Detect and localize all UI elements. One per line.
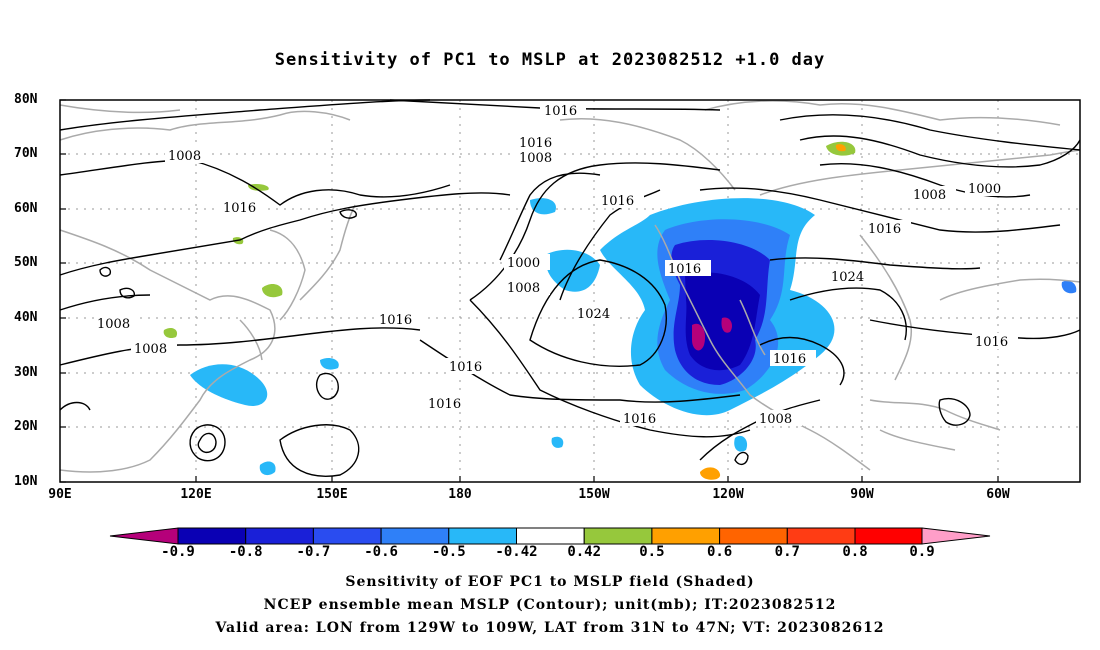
colorbar-swatch bbox=[854, 527, 923, 545]
contour-label: 1016 bbox=[223, 201, 256, 216]
contour-label: 1016 bbox=[601, 194, 634, 209]
contour-label: 1008 bbox=[134, 342, 167, 357]
colorbar-label: -0.42 bbox=[495, 544, 538, 560]
colorbar-swatch bbox=[245, 527, 314, 545]
contour-label: 1000 bbox=[507, 256, 540, 271]
colorbar bbox=[109, 527, 991, 545]
contour-label: 1008 bbox=[507, 281, 540, 296]
contour-label: 1016 bbox=[975, 335, 1008, 350]
contour-label: 1016 bbox=[544, 104, 577, 119]
contour-label: 1024 bbox=[831, 270, 864, 285]
lon-label: 120E bbox=[180, 487, 212, 502]
contour-label: 1024 bbox=[577, 307, 610, 322]
lat-label: 80N bbox=[14, 92, 38, 107]
lat-label: 30N bbox=[14, 365, 38, 380]
lon-label: 90W bbox=[850, 487, 874, 502]
lat-label: 20N bbox=[14, 419, 38, 434]
contour-label: 1016 bbox=[773, 352, 806, 367]
colorbar-label: 0.6 bbox=[706, 544, 733, 560]
contour-label: 1016 bbox=[868, 222, 901, 237]
colorbar-label: 0.8 bbox=[842, 544, 868, 560]
colorbar-swatch bbox=[651, 527, 721, 545]
colorbar-label: -0.6 bbox=[364, 544, 398, 560]
colorbar-lower-triangle bbox=[109, 527, 179, 545]
lat-label: 10N bbox=[14, 474, 38, 489]
contour-label: 1016 bbox=[428, 397, 461, 412]
contour-label: 1016 bbox=[449, 360, 482, 375]
colorbar-swatch bbox=[312, 527, 382, 545]
contour-label: 1016 bbox=[668, 262, 701, 277]
lat-label: 50N bbox=[14, 255, 38, 270]
contour-label: 1016 bbox=[623, 412, 656, 427]
colorbar-swatch bbox=[583, 527, 653, 545]
contour-labels: 1016 1016 1008 1008 1016 1016 1008 1000 … bbox=[94, 102, 1018, 427]
contour-label: 1008 bbox=[759, 412, 792, 427]
contour-label: 1016 bbox=[379, 313, 412, 328]
axis-ticks bbox=[60, 99, 999, 483]
caption-line-2: NCEP ensemble mean MSLP (Contour); unit(… bbox=[263, 597, 837, 613]
lat-label: 40N bbox=[14, 310, 38, 325]
colorbar-swatch bbox=[448, 527, 517, 545]
caption-line-3: Valid area: LON from 129W to 109W, LAT f… bbox=[215, 620, 885, 636]
contour-label: 1016 bbox=[519, 136, 552, 151]
lon-label: 90E bbox=[48, 487, 72, 502]
map-title: Sensitivity of PC1 to MSLP at 2023082512… bbox=[274, 50, 826, 70]
colorbar-label: 0.42 bbox=[567, 544, 602, 560]
isobar-contours bbox=[59, 99, 1081, 477]
map-frame bbox=[59, 99, 1081, 483]
colorbar-label: -0.7 bbox=[296, 544, 331, 560]
lat-label: 70N bbox=[14, 146, 38, 161]
lon-label: 150E bbox=[316, 487, 348, 502]
colorbar-label: 0.7 bbox=[774, 544, 800, 560]
contour-label: 1008 bbox=[519, 151, 552, 166]
lon-label: 60W bbox=[986, 487, 1010, 502]
lon-label: 180 bbox=[448, 487, 472, 502]
colorbar-swatch bbox=[177, 527, 247, 545]
colorbar-label: 0.9 bbox=[909, 544, 935, 560]
colorbar-swatch bbox=[380, 527, 450, 545]
colorbar-label: -0.8 bbox=[228, 544, 263, 560]
colorbar-upper-triangle bbox=[921, 527, 991, 545]
contour-label: 1008 bbox=[913, 188, 946, 203]
colorbar-swatch bbox=[719, 527, 788, 545]
contour-label: 1000 bbox=[968, 182, 1001, 197]
contour-label: 1008 bbox=[168, 149, 201, 164]
caption-line-1: Sensitivity of EOF PC1 to MSLP field (Sh… bbox=[345, 574, 755, 590]
contour-label: 1008 bbox=[97, 317, 130, 332]
colorbar-label: 0.5 bbox=[639, 544, 665, 560]
colorbar-swatch bbox=[516, 527, 585, 545]
lon-label: 150W bbox=[578, 487, 610, 502]
lat-label: 60N bbox=[14, 201, 38, 216]
colorbar-label: -0.9 bbox=[161, 544, 195, 560]
colorbar-label: -0.5 bbox=[431, 544, 466, 560]
colorbar-swatch bbox=[786, 527, 856, 545]
lon-label: 120W bbox=[712, 487, 744, 502]
